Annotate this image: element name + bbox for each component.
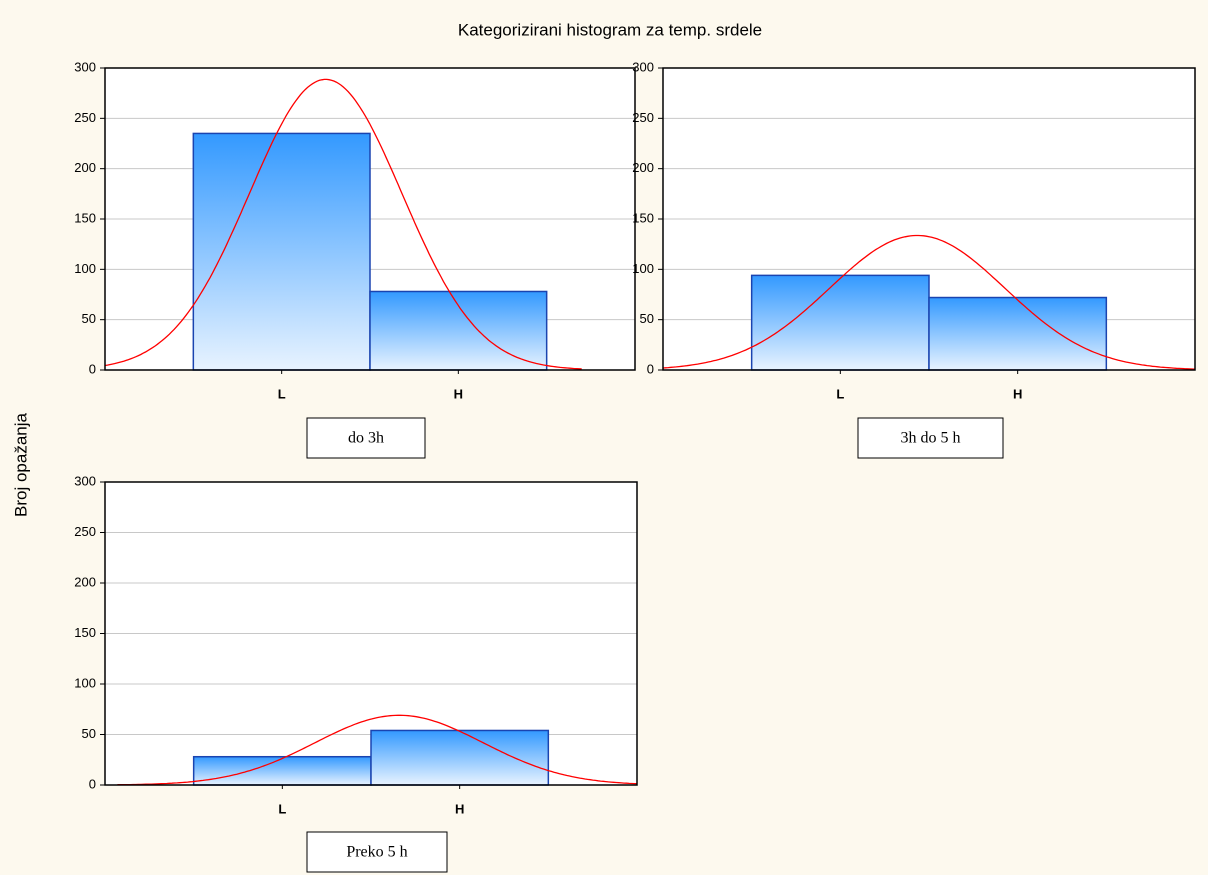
y-tick-label: 0 xyxy=(89,361,96,376)
y-tick-label: 150 xyxy=(74,210,96,225)
y-tick-label: 0 xyxy=(647,361,654,376)
y-axis-label: Broj opažanja xyxy=(11,412,30,517)
plot-frame xyxy=(104,67,636,371)
y-tick-label: 50 xyxy=(82,726,96,741)
panel-label-box xyxy=(857,417,1004,459)
bar xyxy=(370,729,550,786)
x-tick-label: L xyxy=(278,386,286,401)
y-tick-label: 250 xyxy=(74,524,96,539)
y-tick-label: 100 xyxy=(632,261,654,276)
y-tick-label: 250 xyxy=(74,110,96,125)
bar xyxy=(750,274,930,371)
panel-label-box xyxy=(306,831,448,873)
bar xyxy=(928,296,1108,371)
panel-label: do 3h xyxy=(348,430,384,447)
x-tick-label: H xyxy=(455,801,464,816)
y-tick-label: 100 xyxy=(74,675,96,690)
plot-frame xyxy=(104,481,638,786)
y-tick-label: 200 xyxy=(632,160,654,175)
plot-frame xyxy=(662,67,1196,371)
bar xyxy=(192,132,371,371)
x-tick-label: L xyxy=(278,801,286,816)
y-tick-label: 150 xyxy=(74,625,96,640)
normal-fit xyxy=(104,78,582,370)
chart-title: Kategorizirani histogram za temp. srdele xyxy=(458,20,762,39)
y-tick-label: 50 xyxy=(640,311,654,326)
y-tick-label: 150 xyxy=(632,210,654,225)
y-tick-label: 300 xyxy=(632,59,654,74)
y-tick-label: 0 xyxy=(89,776,96,791)
y-tick-label: 200 xyxy=(74,574,96,589)
bar xyxy=(192,755,372,786)
panel-label: 3h do 5 h xyxy=(901,430,961,447)
x-tick-label: H xyxy=(454,386,463,401)
y-tick-label: 50 xyxy=(82,311,96,326)
x-tick-label: H xyxy=(1013,386,1022,401)
y-tick-label: 100 xyxy=(74,261,96,276)
normal-fit xyxy=(117,714,638,786)
x-tick-label: L xyxy=(836,386,844,401)
y-tick-label: 300 xyxy=(74,473,96,488)
panel-label-box xyxy=(306,417,426,459)
panel-label: Preko 5 h xyxy=(346,844,407,861)
y-tick-label: 200 xyxy=(74,160,96,175)
normal-fit xyxy=(662,234,1196,370)
y-tick-label: 300 xyxy=(74,59,96,74)
y-tick-label: 250 xyxy=(632,110,654,125)
